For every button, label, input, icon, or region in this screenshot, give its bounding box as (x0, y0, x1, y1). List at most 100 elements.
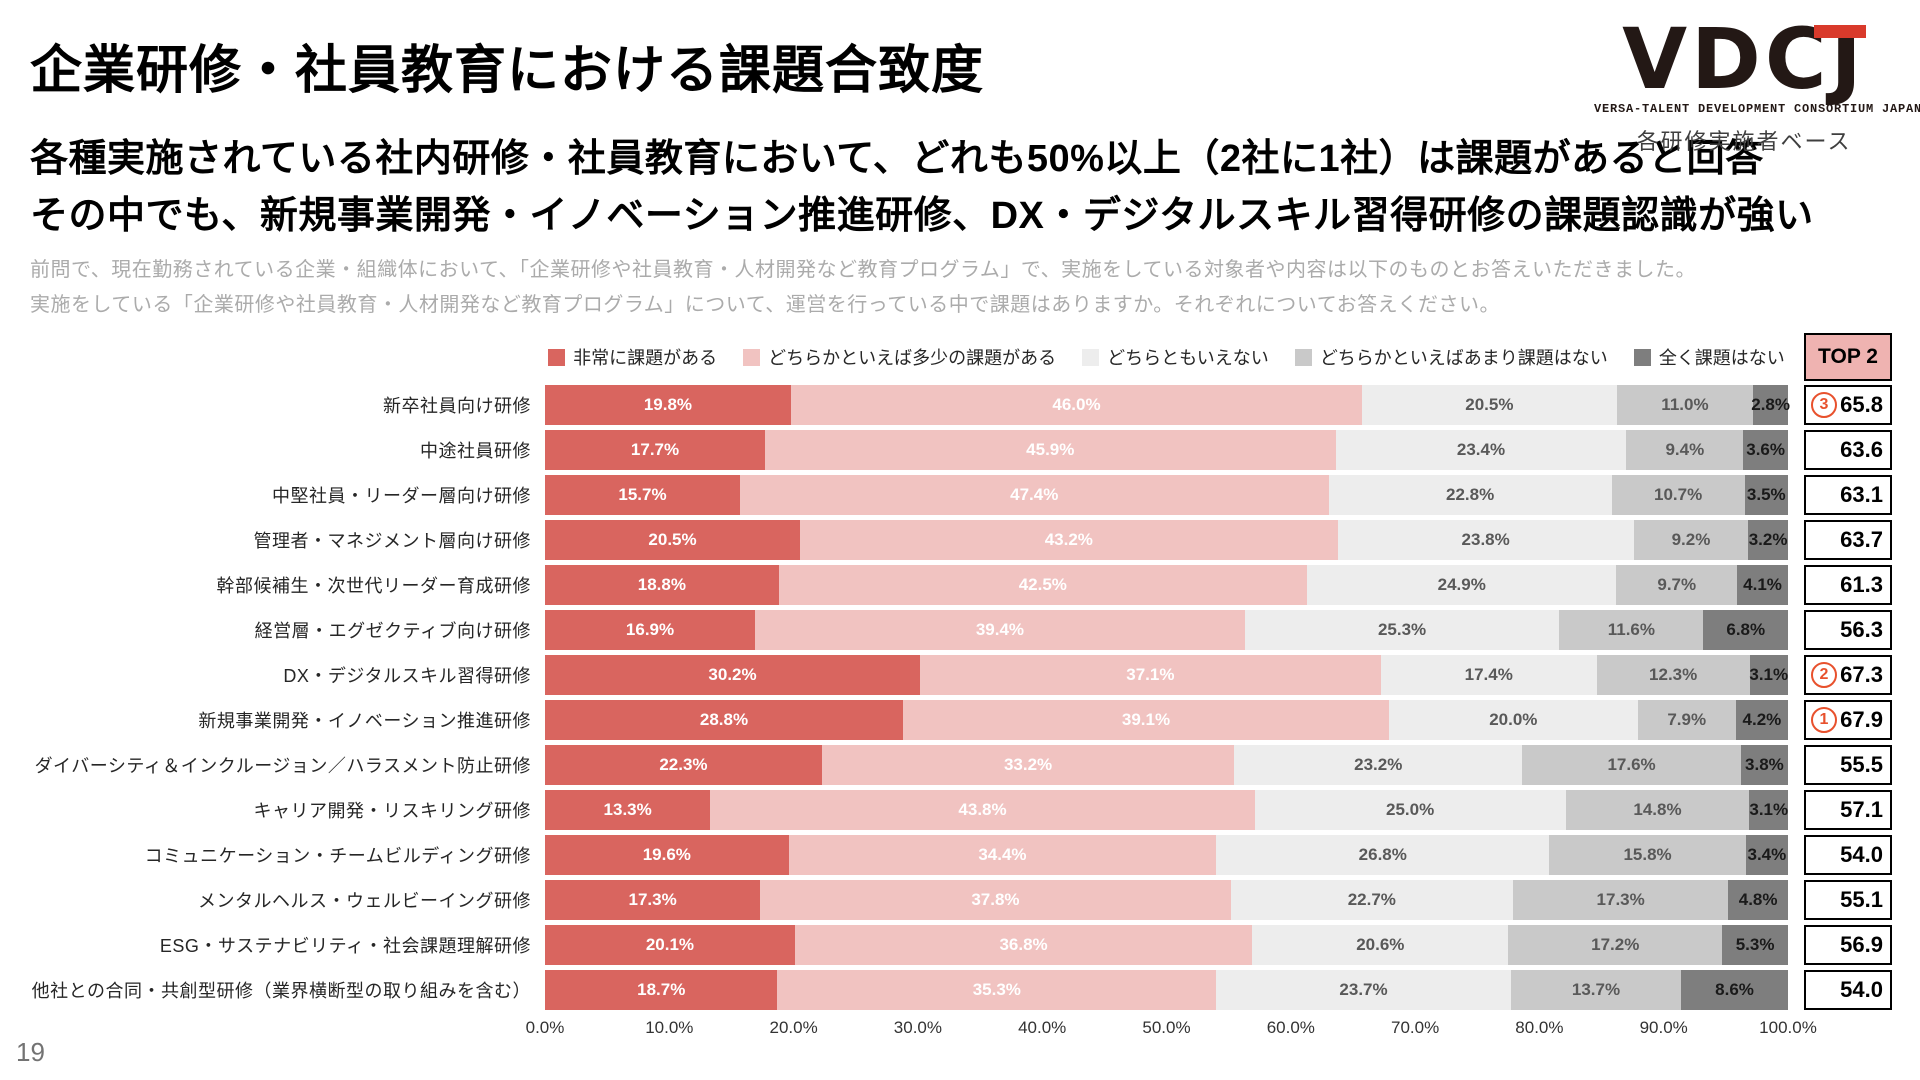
legend-swatch (1633, 348, 1651, 366)
segment-value-label: 16.9% (625, 620, 675, 639)
segment-value-label: 4.1% (1743, 575, 1782, 594)
row-label: コミュニケーション・チームビルディング研修 (144, 846, 531, 866)
stacked-bar: 15.7% 47.4% 22.8% 10.7% 3.5% (545, 475, 1789, 515)
top2-cell: 63.6 (1804, 430, 1892, 470)
top2-header: TOP 2 (1804, 333, 1892, 381)
bar-segment: 43.8% (710, 790, 1255, 830)
stacked-bar: 28.8% 39.1% 20.0% 7.9% 4.2% (545, 700, 1788, 740)
bar-segment: 6.8% (1703, 610, 1788, 650)
bar-segment: 20.6% (1252, 925, 1509, 965)
chart-row: 新規事業開発・イノベーション推進研修 28.8% 39.1% 20.0% 7.9% 4.2… (30, 700, 1892, 740)
axis-left-spacer (30, 1018, 545, 1044)
bar-segment: 23.7% (1216, 970, 1511, 1010)
bar-segment: 30.2% (545, 655, 921, 695)
bar-segment: 43.2% (800, 520, 1338, 560)
bar-segment: 9.7% (1616, 565, 1738, 605)
top2-value: 63.1 (1840, 482, 1883, 507)
segment-value-label: 3.1% (1749, 800, 1789, 819)
legend-swatch (548, 348, 566, 366)
segment-value-label: 34.4% (978, 845, 1027, 864)
bar-segment: 12.3% (1596, 655, 1750, 695)
stacked-bar: 20.1% 36.8% 20.6% 17.2% 5.3% (545, 925, 1788, 965)
top2-value: 57.1 (1840, 797, 1883, 822)
stacked-bar-chart: 非常に課題がある どちらかといえば多少の課題がある どちらともいえない どちらかといえ… (30, 333, 1892, 1044)
chart-rows: 新卒社員向け研修 19.8% 46.0% 20.5% 11.0% 2.8% 3 65.8 中途社… (30, 385, 1892, 1010)
row-label: 管理者・マネジメント層向け研修 (253, 531, 531, 551)
headline-line2: その中でも、新規事業開発・イノベーション推進研修、DX・デジタルスキル習得研修の… (30, 195, 1814, 237)
segment-value-label: 13.3% (603, 800, 652, 819)
segment-value-label: 25.3% (1377, 620, 1427, 639)
bar-segment: 4.8% (1728, 880, 1788, 920)
stacked-bar: 18.7% 35.3% 23.7% 13.7% 8.6% (545, 970, 1788, 1010)
bar-segment: 22.3% (545, 745, 822, 785)
top2-value: 67.9 (1840, 707, 1883, 732)
chart-row: 幹部候補生・次世代リーダー育成研修 18.8% 42.5% 24.9% 9.7% 4.1%… (30, 565, 1892, 605)
chart-row: 経営層・エグゼクティブ向け研修 16.9% 39.4% 25.3% 11.6% 6.8% 5… (30, 610, 1892, 650)
chart-row: キャリア開発・リスキリング研修 13.3% 43.8% 25.0% 14.8% 3.1% 5… (30, 790, 1892, 830)
segment-value-label: 47.4% (1010, 485, 1059, 504)
segment-value-label: 17.3% (1596, 890, 1645, 909)
segment-value-label: 2.8% (1751, 395, 1790, 414)
legend-label: どちらかといえばあまり課題はない (1319, 348, 1608, 368)
legend-item: 全く課題はない (1633, 344, 1785, 370)
bar-segment: 17.3% (1513, 880, 1729, 920)
x-tick-label: 50.0% (1142, 1018, 1191, 1037)
bar-segment: 35.3% (777, 970, 1217, 1010)
bar-segment: 5.3% (1722, 925, 1788, 965)
segment-value-label: 28.8% (699, 710, 749, 729)
segment-value-label: 3.5% (1746, 485, 1786, 504)
legend-swatch (743, 348, 761, 366)
row-label: キャリア開発・リスキリング研修 (253, 801, 531, 821)
bar-segment: 13.7% (1510, 970, 1682, 1010)
segment-value-label: 18.7% (637, 980, 686, 999)
bar-segment: 9.4% (1626, 430, 1744, 470)
bar-segment: 19.8% (545, 385, 791, 425)
stacked-bar: 17.7% 45.9% 23.4% 9.4% 3.6% (545, 430, 1788, 470)
x-tick-label: 30.0% (893, 1018, 942, 1037)
top2-cell: 55.1 (1804, 880, 1892, 920)
chart-row: メンタルヘルス・ウェルビーイング研修 17.3% 37.8% 22.7% 17.3% 4.… (30, 880, 1892, 920)
segment-value-label: 14.8% (1633, 800, 1682, 819)
bar-segment: 17.6% (1522, 745, 1741, 785)
vdcj-logo: VDCJ VERSA-TALENT DEVELOPMENT CONSORTIUM… (1594, 17, 1920, 156)
bar-segment: 37.1% (920, 655, 1381, 695)
stacked-bar: 19.8% 46.0% 20.5% 11.0% 2.8% (545, 385, 1790, 425)
top2-cell: 3 65.8 (1804, 385, 1892, 425)
description-line1: 前問で、現在勤務されている企業・組織体において、「企業研修や社員教育・人材開発な… (30, 259, 1696, 281)
bar-segment: 39.1% (902, 700, 1389, 740)
row-label: 新規事業開発・イノベーション推進研修 (198, 711, 531, 731)
x-tick-label: 70.0% (1390, 1018, 1440, 1037)
top2-value: 63.7 (1840, 527, 1883, 552)
legend-swatch (1082, 348, 1100, 366)
stacked-bar: 30.2% 37.1% 17.4% 12.3% 3.1% (545, 655, 1788, 695)
headline-line1: 各種実施されている社内研修・社員教育において、どれも50%以上（2社に1社）は課… (30, 138, 1764, 180)
segment-value-label: 25.0% (1386, 800, 1435, 819)
chart-row: ESG・サステナビリティ・社会課題理解研修 20.1% 36.8% 20.6% 17.2… (30, 925, 1892, 965)
bar-segment: 19.6% (545, 835, 789, 875)
chart-row: コミュニケーション・チームビルディング研修 19.6% 34.4% 26.8% 15.8… (30, 835, 1892, 875)
segment-value-label: 30.2% (708, 665, 757, 684)
segment-value-label: 20.6% (1356, 935, 1405, 954)
segment-value-label: 43.8% (958, 800, 1007, 819)
bar-segment: 47.4% (739, 475, 1329, 515)
segment-value-label: 3.6% (1746, 440, 1785, 459)
bar-segment: 10.7% (1611, 475, 1745, 515)
top2-cell: 63.7 (1804, 520, 1892, 560)
rank-badge: 1 (1811, 707, 1837, 733)
segment-value-label: 22.7% (1347, 890, 1396, 909)
bar-segment: 16.9% (545, 610, 756, 650)
bar-segment: 7.9% (1637, 700, 1736, 740)
legend-item: どちらかといえば多少の課題がある (743, 344, 1056, 370)
bar-segment: 11.6% (1559, 610, 1704, 650)
segment-value-label: 4.2% (1742, 710, 1782, 729)
bar-segment: 3.5% (1744, 475, 1789, 515)
segment-value-label: 36.8% (999, 935, 1048, 954)
segment-value-label: 17.3% (628, 890, 677, 909)
segment-value-label: 3.4% (1747, 845, 1787, 864)
page-title: 企業研修・社員教育における課題合致度 (30, 42, 985, 100)
top2-value: 54.0 (1840, 977, 1883, 1002)
segment-value-label: 33.2% (1003, 755, 1053, 774)
bar-segment: 3.1% (1749, 790, 1788, 830)
bar-segment: 15.8% (1549, 835, 1746, 875)
